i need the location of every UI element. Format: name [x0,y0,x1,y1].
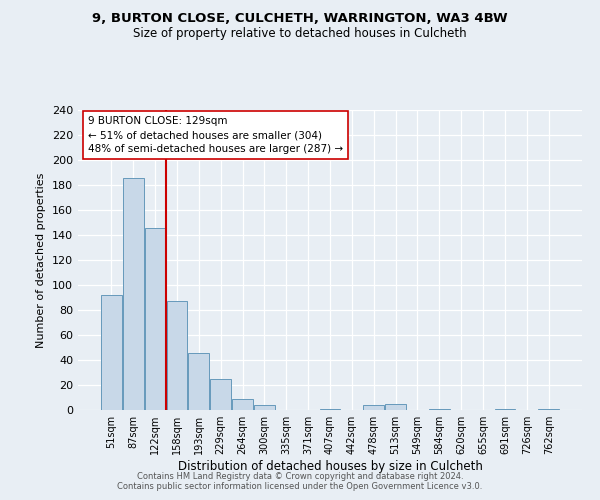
Text: Contains public sector information licensed under the Open Government Licence v3: Contains public sector information licen… [118,482,482,491]
Y-axis label: Number of detached properties: Number of detached properties [37,172,46,348]
Text: 9, BURTON CLOSE, CULCHETH, WARRINGTON, WA3 4BW: 9, BURTON CLOSE, CULCHETH, WARRINGTON, W… [92,12,508,26]
Bar [210,379,231,410]
Bar [167,301,187,410]
Bar [538,409,559,410]
Bar [101,295,122,410]
Bar [385,404,406,410]
Text: Contains HM Land Registry data © Crown copyright and database right 2024.: Contains HM Land Registry data © Crown c… [137,472,463,481]
Bar [429,409,450,410]
Bar [364,405,384,410]
Bar [232,399,253,410]
Bar [145,228,166,410]
X-axis label: Distribution of detached houses by size in Culcheth: Distribution of detached houses by size … [178,460,482,473]
Bar [188,352,209,410]
Bar [320,409,340,410]
Text: 9 BURTON CLOSE: 129sqm
← 51% of detached houses are smaller (304)
48% of semi-de: 9 BURTON CLOSE: 129sqm ← 51% of detached… [88,116,343,154]
Bar [494,409,515,410]
Bar [254,405,275,410]
Bar [123,178,143,410]
Text: Size of property relative to detached houses in Culcheth: Size of property relative to detached ho… [133,28,467,40]
